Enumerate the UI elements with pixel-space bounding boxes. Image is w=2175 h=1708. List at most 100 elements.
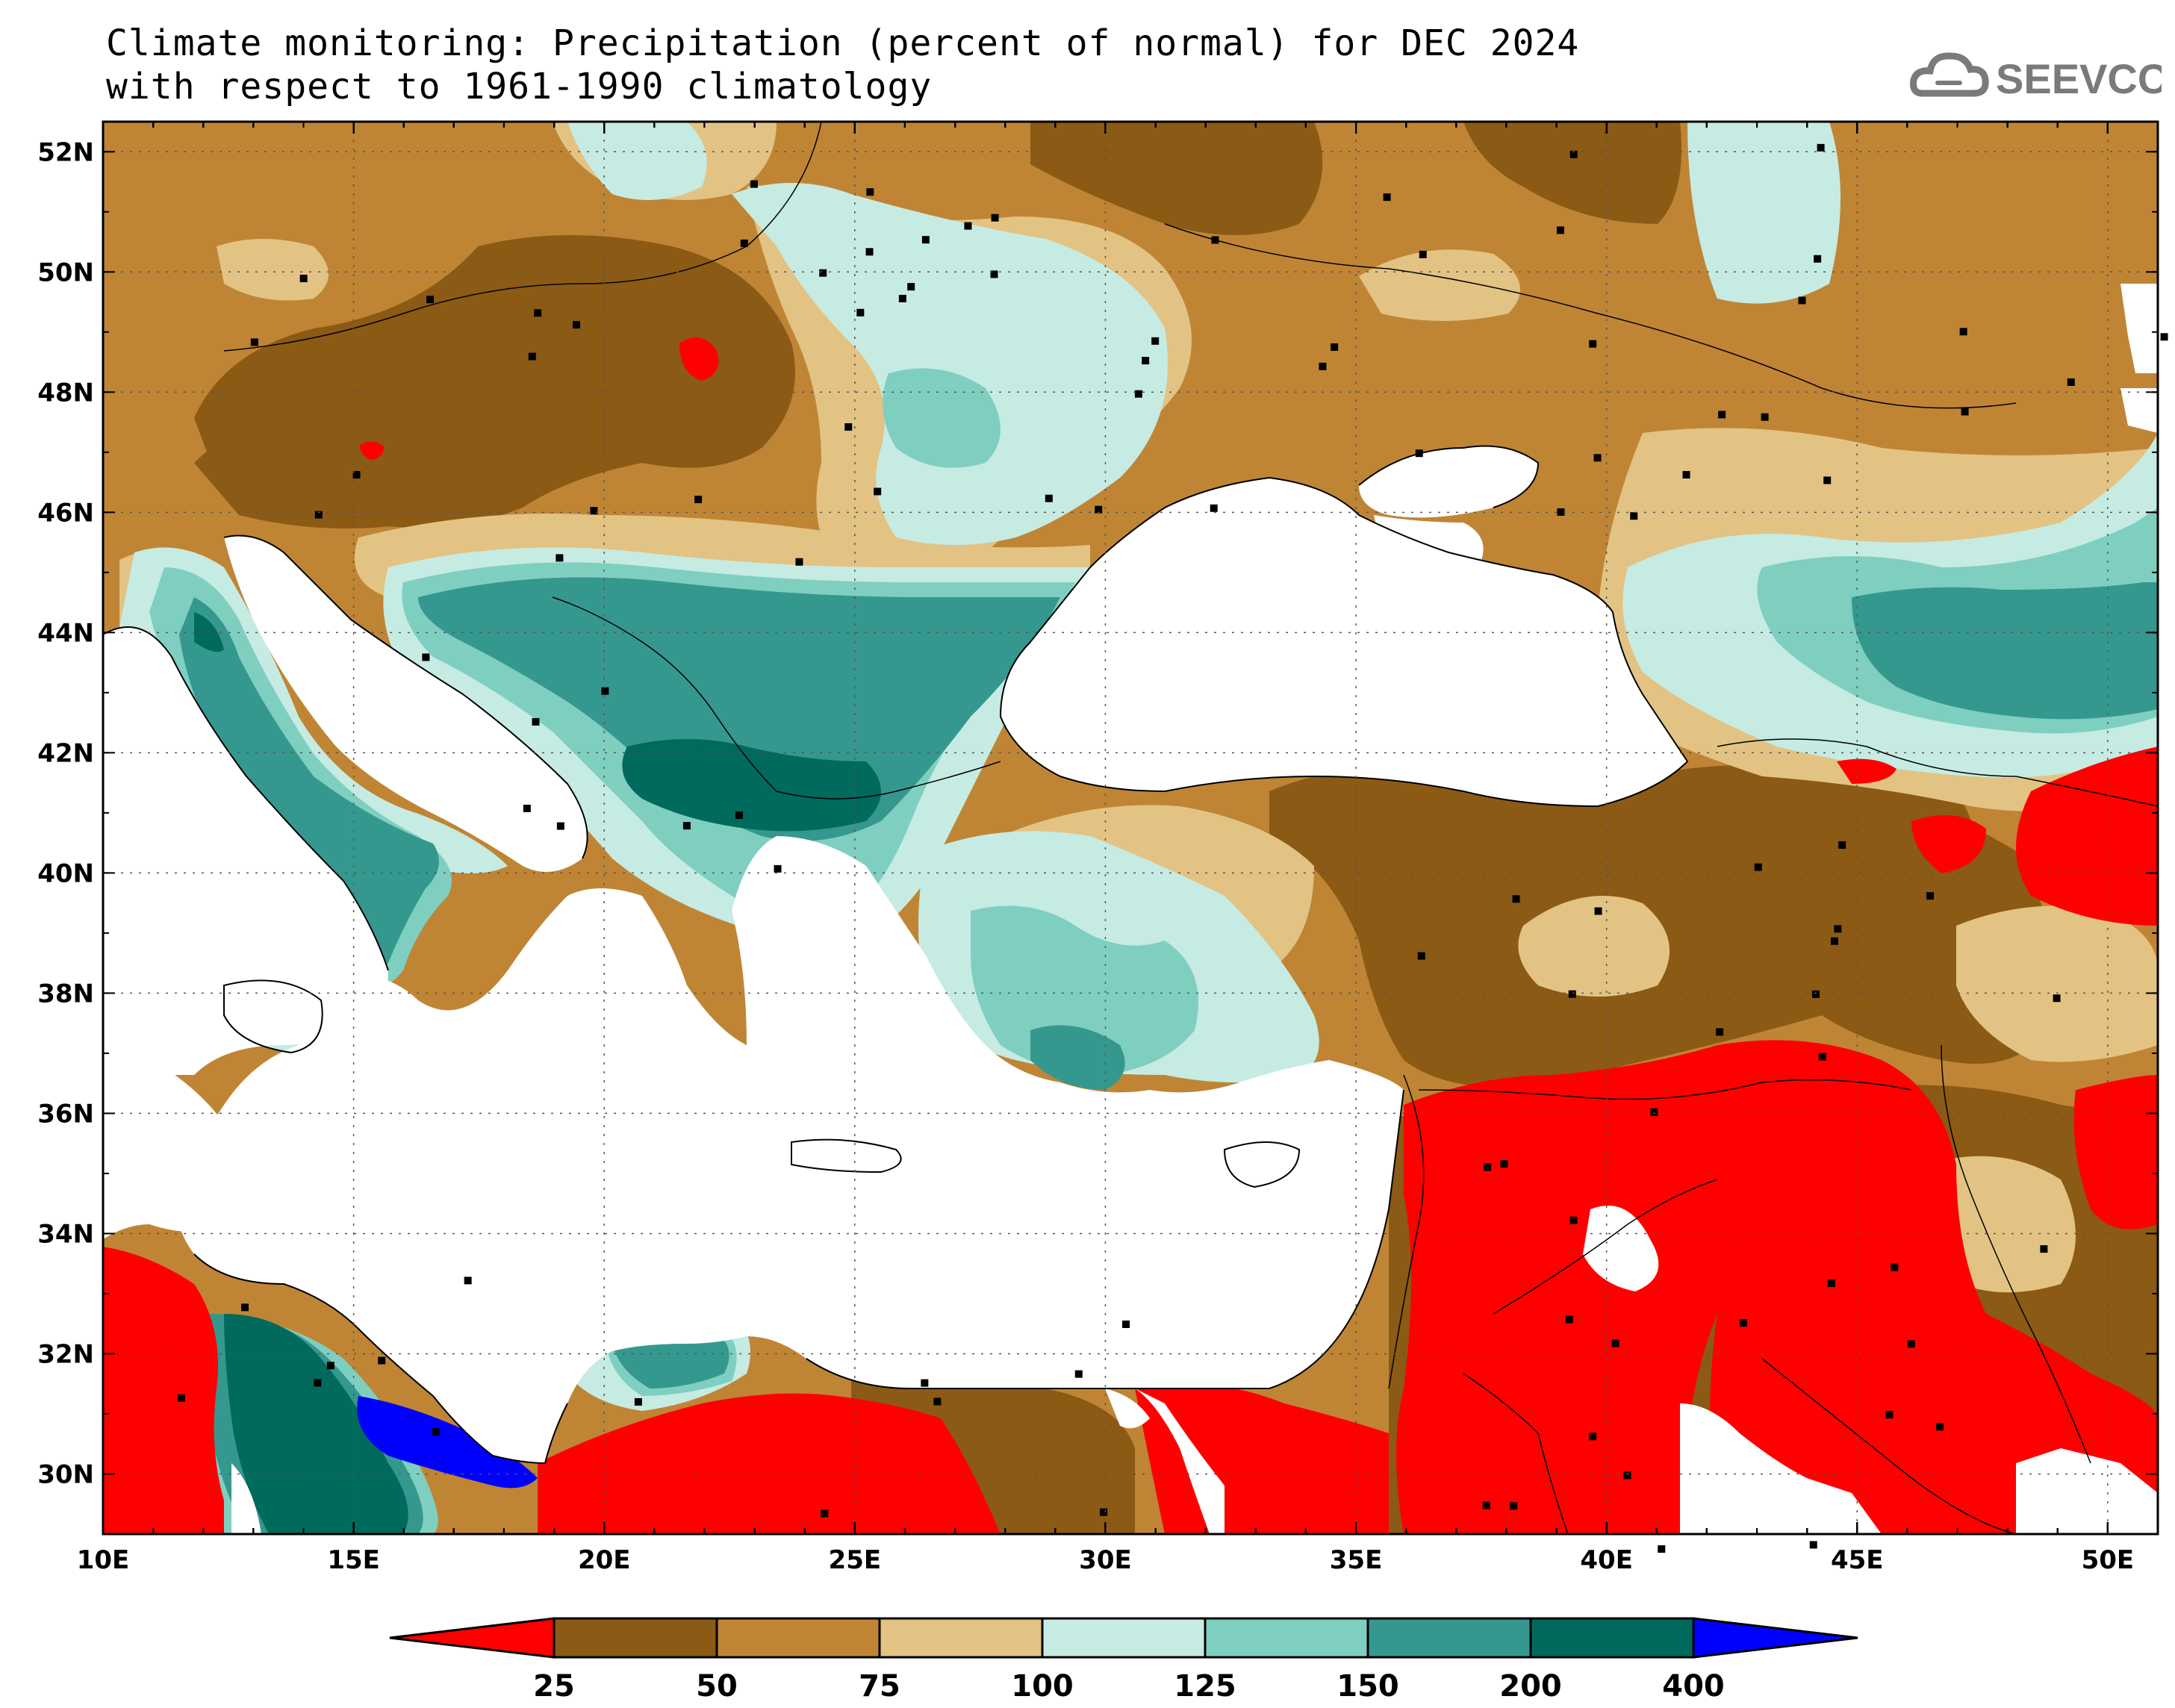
nodata-russia-east [2120,284,2158,373]
station-marker [1623,1471,1631,1480]
station-marker [534,309,542,317]
seevccc-logo: SEEVCCC [1910,52,2162,102]
colorbar-label: 25 [533,1669,575,1704]
field-150-200-anatolia-south [1030,1025,1125,1090]
field-100-125-poland-east [567,122,707,200]
station-marker [865,248,874,256]
nodata-syria [1583,1206,1659,1291]
station-marker [921,236,930,244]
colorbar-segment [553,1617,718,1659]
colorbar-label: 200 [1499,1669,1562,1704]
station-marker [1122,1320,1130,1328]
station-marker [844,423,853,431]
station-marker [1383,193,1391,202]
field-200-400-macedonia [622,739,881,832]
colorbar-segment [1204,1617,1369,1659]
station-marker [898,294,906,302]
station-marker [1100,1508,1108,1516]
lat-tick-label: 50N [37,258,94,287]
colorbar-label: 150 [1337,1669,1399,1704]
station-marker [1798,296,1806,305]
station-marker [299,275,308,283]
station-marker [1935,1423,1944,1431]
lat-tick-label: 40N [37,858,94,888]
field-lt25-iran [2073,1075,2158,1229]
sea-adriatic [224,535,588,872]
station-marker [821,1509,829,1518]
station-marker [432,1428,441,1436]
station-marker [314,511,323,519]
field-lt25-syria-iraq [1710,1040,2158,1534]
lon-tick-label: 50E [2082,1545,2135,1575]
station-marker [1716,1028,1724,1036]
lat-tick-label: 42N [37,738,94,768]
precip-field [103,122,2158,1534]
nodata-egypt [1135,1388,1225,1534]
station-marker [991,214,999,222]
cloud-icon [1910,52,1989,97]
station-marker [1959,328,1967,336]
station-marker [1045,494,1053,502]
station-marker [1594,907,1602,915]
lon-tick-label: 15E [327,1545,380,1575]
colorbar-lower-arrow [389,1617,556,1659]
map-title-line2: with respect to 1961-1990 climatology [106,66,933,107]
field-25-50-russia [1463,122,1681,224]
station-marker [422,653,430,661]
station-marker [819,269,827,277]
station-marker [1510,1502,1518,1510]
station-marker [1907,1340,1915,1348]
station-marker [1658,1545,1666,1553]
nodata-caspian [2120,388,2158,433]
colorbar-segment [1529,1617,1695,1659]
station-marker [1814,255,1822,263]
boundaries [103,122,2158,1534]
station-marker [795,558,803,566]
lon-tick-label: 10E [77,1545,130,1575]
station-marker [1568,990,1576,998]
station-marker [1754,863,1762,871]
lon-tick-label: 35E [1330,1545,1383,1575]
station-marker [1761,413,1769,421]
lon-tick-label: 45E [1831,1545,1884,1575]
lat-tick-label: 38N [37,979,94,1009]
station-marker [1142,357,1150,365]
map-title-line1: Climate monitoring: Precipitation (perce… [106,22,1580,64]
field-125-150-moldova [883,368,1001,468]
sea-black [1001,478,1687,806]
field-200-400-italy-spot [194,612,224,652]
station-marker [1718,411,1726,419]
station-marker [964,222,972,230]
station-marker [314,1379,322,1387]
station-marker [1319,362,1327,370]
station-marker [990,270,998,278]
station-marker [856,308,865,317]
station-marker [1891,1263,1899,1271]
colorbar-label: 400 [1662,1669,1725,1704]
station-marker [1565,1315,1573,1324]
field-lt25-caucasus [2016,747,2158,926]
station-marker [1823,476,1832,484]
field-75-100-iran [1956,906,2158,1062]
lat-tick-label: 34N [37,1219,94,1249]
station-marker [1589,340,1597,348]
station-marker [1151,337,1160,345]
station-marker [601,687,609,695]
field-100-125-belarus [1687,122,1840,304]
lon-tick-label: 30E [1079,1545,1132,1575]
station-marker [1593,454,1602,462]
station-marker [1210,504,1218,512]
station-marker [1817,143,1825,152]
axes: 10E 15E 20E 25E 30E 35E 40E 45E 50E 30N 32N 34N 36N 3… [37,122,2159,1575]
station-marker [1834,925,1842,933]
station-marker [1417,952,1425,960]
station-marker [378,1356,386,1365]
station-marker [740,239,748,247]
field-75-100-anatolia-center [1518,896,1670,997]
station-marker [352,471,361,479]
station-marker [1830,937,1838,945]
lat-tick-label: 32N [37,1339,94,1369]
colorbar-segment [715,1617,881,1659]
station-marker [556,822,564,830]
station-marker [1827,1280,1835,1288]
